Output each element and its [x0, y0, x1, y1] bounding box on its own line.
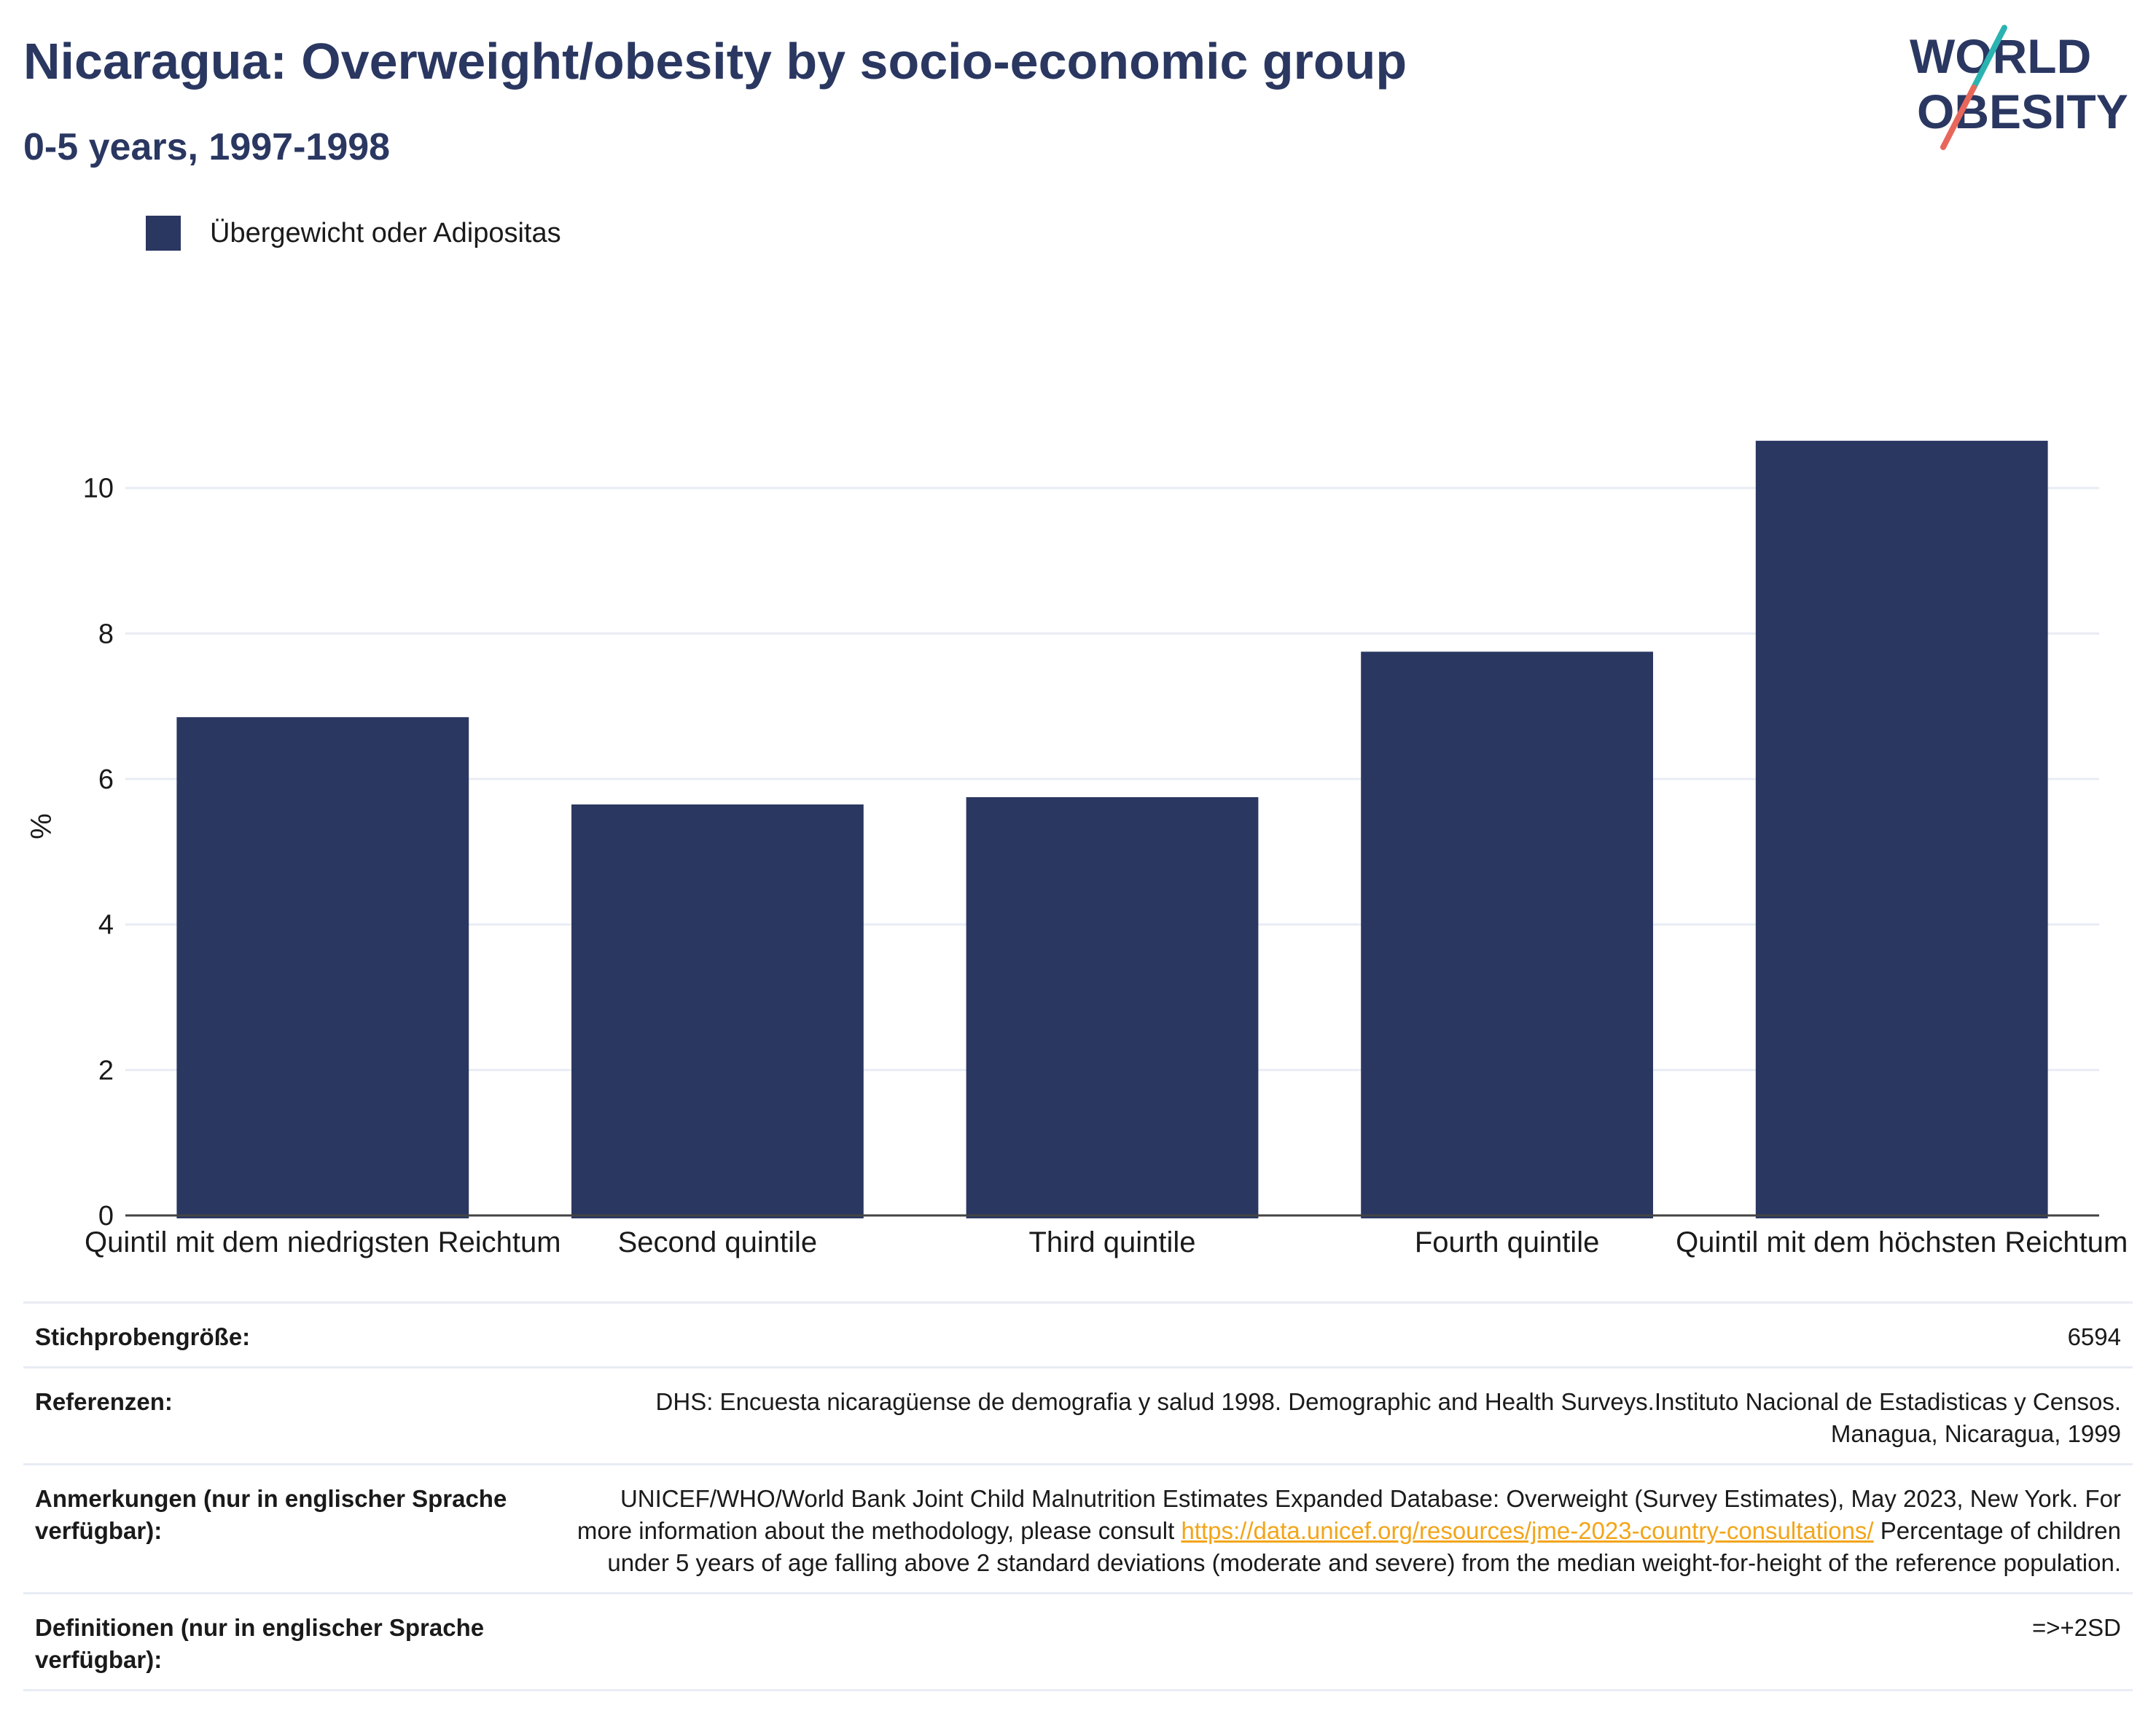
meta-value: UNICEF/WHO/World Bank Joint Child Malnut… [545, 1483, 2121, 1579]
meta-label: Anmerkungen (nur in englischer Sprache v… [35, 1485, 507, 1544]
legend[interactable]: Übergewicht oder Adipositas [146, 216, 561, 251]
meta-label: Definitionen (nur in englischer Sprache … [35, 1614, 485, 1673]
bar [966, 797, 1259, 1218]
meta-row-notes: Anmerkungen (nur in englischer Sprache v… [23, 1463, 2133, 1592]
methodology-link[interactable]: https://data.unicef.org/resources/jme-20… [1181, 1517, 1874, 1544]
x-tick-label: Second quintile [618, 1226, 818, 1258]
y-tick-label: 0 [98, 1201, 114, 1231]
notes-text-before: UNICEF/WHO/World Bank Joint Child Malnut… [577, 1485, 2121, 1544]
y-tick-label: 2 [98, 1055, 114, 1086]
bar [176, 717, 469, 1218]
x-tick-label: Fourth quintile [1415, 1226, 1599, 1258]
legend-swatch [146, 216, 181, 251]
meta-row-sample-size: Stichprobengröße: 6594 [23, 1301, 2133, 1366]
y-tick-label: 10 [83, 474, 114, 504]
metadata-table: Stichprobengröße: 6594 Referenzen: DHS: … [23, 1301, 2133, 1691]
y-tick-label: 6 [98, 764, 114, 795]
x-tick-label: Quintil mit dem niedrigsten Reichtum [85, 1226, 561, 1258]
meta-value: =>+2SD [2031, 1614, 2121, 1641]
meta-row-definitions: Definitionen (nur in englischer Sprache … [23, 1592, 2133, 1691]
meta-label: Referenzen: [35, 1388, 173, 1415]
meta-row-references: Referenzen: DHS: Encuesta nicaragüense d… [23, 1366, 2133, 1463]
meta-label: Stichprobengröße: [35, 1323, 251, 1350]
x-tick-label: Third quintile [1028, 1226, 1195, 1258]
bar-chart: 0 2 4 6 8 10% Quintil mit dem niedrigsten Reic… [26, 440, 2128, 1258]
y-tick-label: 4 [98, 910, 114, 941]
notes-text-after: Percentage of children under 5 years of … [607, 1517, 2121, 1576]
x-tick-label: Quintil mit dem höchsten Reichtum [1676, 1226, 2128, 1258]
legend-label: Übergewicht oder Adipositas [210, 217, 561, 248]
meta-value: DHS: Encuesta nicaragüense de demografia… [655, 1388, 2121, 1447]
bar [1361, 651, 1653, 1218]
world-obesity-logo: WORLD OBESITY [1910, 25, 2128, 150]
bar [571, 804, 864, 1218]
y-tick-label: 8 [98, 619, 114, 649]
y-axis-label: % [26, 813, 58, 839]
logo-slash-coral [1940, 85, 1977, 150]
logo-slash-teal [1971, 25, 2007, 90]
bar [1755, 440, 2048, 1218]
meta-value: 6594 [2067, 1323, 2121, 1350]
chart-subtitle: 0-5 years, 1997-1998 [23, 126, 391, 168]
chart-title: Nicaragua: Overweight/obesity by socio-e… [23, 33, 1407, 90]
